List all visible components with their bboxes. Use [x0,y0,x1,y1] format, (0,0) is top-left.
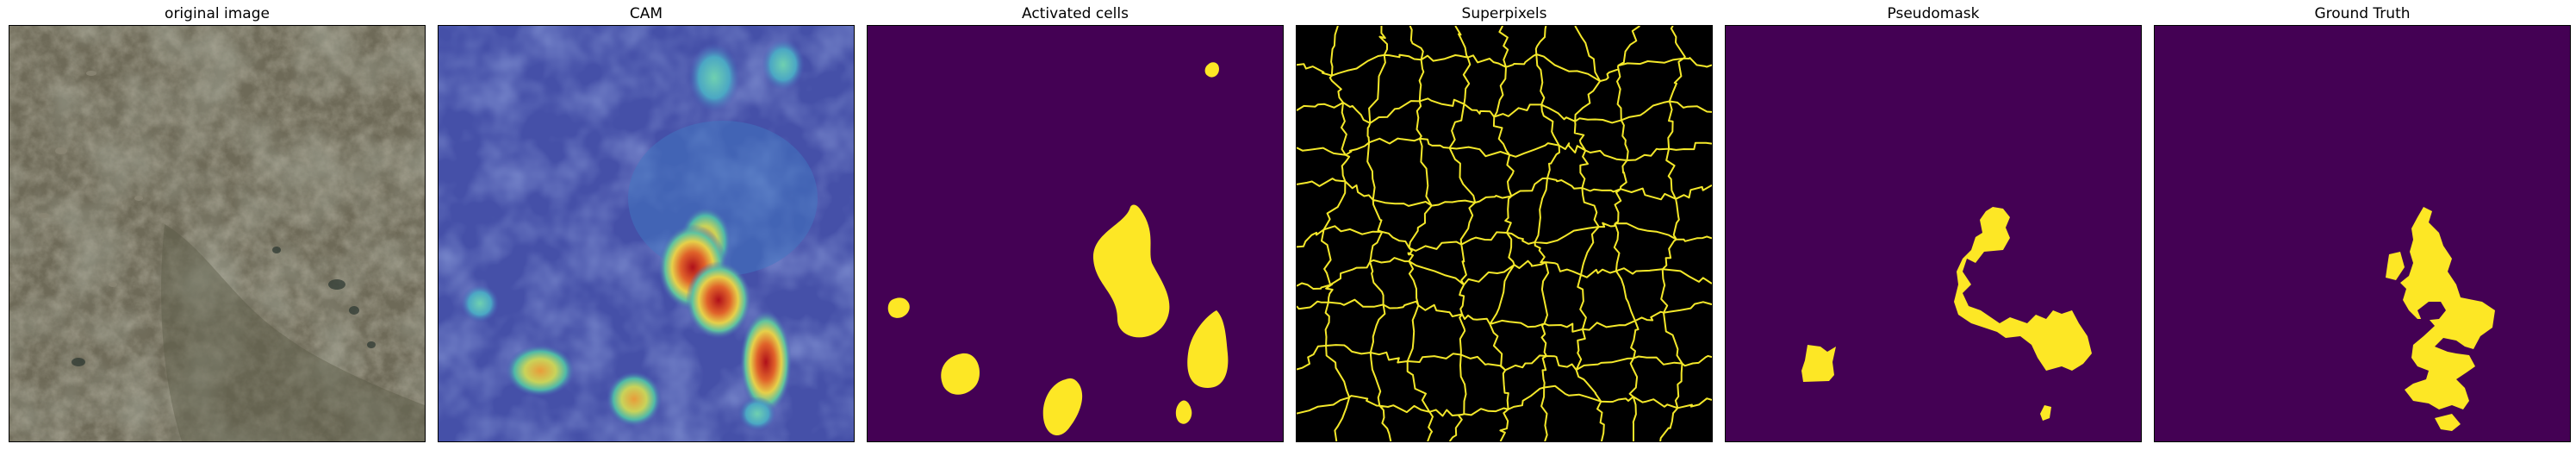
pseudomask-image [1725,25,2142,442]
panel-title: Activated cells [1022,5,1129,22]
panel-title: original image [165,5,270,22]
panel-cam: CAM [438,0,855,450]
cam-heatmap [438,25,855,442]
ground-truth-image [2154,25,2571,442]
panel-activated-cells: Activated cells [867,0,1284,450]
ground-truth-mask [2155,26,2570,441]
superpixel-boundaries [1297,26,1712,441]
superpixels-image [1296,25,1713,442]
activated-cells-image [868,26,1283,441]
panel-original-image: original image [9,0,426,450]
panel-title: CAM [629,5,663,22]
panel-superpixels: Superpixels [1296,0,1713,450]
superpixel-boundary-lines [1297,26,1712,441]
cam-heatmap-image [439,26,854,441]
panel-title: Superpixels [1461,5,1547,22]
pseudomask-mask [1726,26,2141,441]
panel-title: Pseudomask [1887,5,1980,22]
panel-pseudomask: Pseudomask [1725,0,2142,450]
original-image [9,25,426,442]
activated-cells-mask [867,25,1284,442]
panel-title: Ground Truth [2314,5,2411,22]
satellite-terrain-image [9,26,425,441]
panel-ground-truth: Ground Truth [2154,0,2571,450]
